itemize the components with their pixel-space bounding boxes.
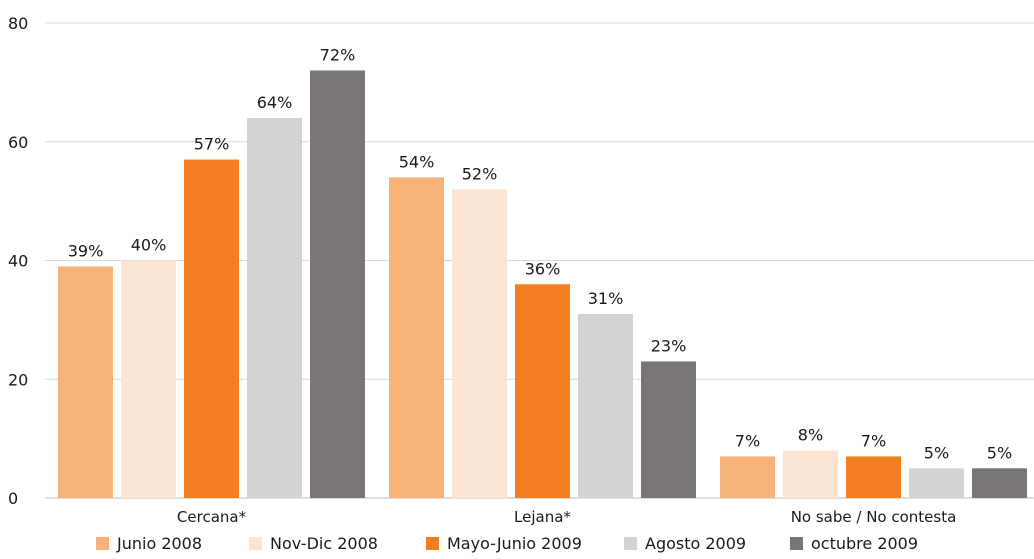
bar-1-3 [184, 159, 239, 498]
bar-2-3 [515, 284, 570, 498]
bar-value-label: 40% [131, 236, 167, 255]
legend-swatch-4 [624, 537, 637, 550]
bar-value-label: 7% [861, 431, 886, 450]
bar-value-label: 39% [68, 241, 104, 260]
legend-label-5: octubre 2009 [811, 534, 918, 553]
bar-3-3 [846, 456, 901, 498]
bar-1-1 [58, 266, 113, 498]
legend-label-1: Junio 2008 [116, 534, 202, 553]
legend-label-2: Nov-Dic 2008 [270, 534, 378, 553]
legend-swatch-2 [249, 537, 262, 550]
legend-label-4: Agosto 2009 [645, 534, 746, 553]
bar-labels: 39% 40% 57% 64% 72% 54% 52% 36% 31% 23% 7% 8% 7% 5% 5% [68, 46, 1012, 463]
y-tick-label-0: 0 [8, 489, 18, 508]
bar-value-label: 72% [320, 46, 356, 65]
bar-2-4 [578, 313, 633, 498]
y-tick-label-20: 20 [8, 370, 28, 389]
bar-value-label: 31% [588, 289, 624, 308]
category-labels: Cercana* Lejana* No sabe / No contesta [177, 508, 956, 526]
legend: Junio 2008 Nov-Dic 2008 Mayo-Junio 2009 Ago… [96, 534, 918, 553]
bar-value-label: 8% [798, 426, 823, 445]
bar-3-1 [720, 456, 775, 498]
bar-value-label: 57% [194, 135, 230, 154]
bar-1-4 [247, 118, 302, 498]
category-label-1: Cercana* [177, 508, 247, 526]
category-label-2: Lejana* [514, 508, 571, 526]
bar-value-label: 5% [987, 443, 1012, 462]
bars [58, 70, 1027, 498]
bar-3-4 [909, 468, 964, 498]
y-axis-ticks: 0 20 40 60 80 [8, 14, 28, 508]
bar-value-label: 54% [399, 152, 435, 171]
bar-3-2 [783, 450, 838, 498]
y-tick-label-40: 40 [8, 252, 28, 271]
bar-1-5 [310, 70, 365, 498]
bar-2-1 [389, 177, 444, 498]
legend-swatch-3 [426, 537, 439, 550]
bar-3-5 [972, 468, 1027, 498]
legend-swatch-1 [96, 537, 109, 550]
legend-swatch-5 [790, 537, 803, 550]
category-label-3: No sabe / No contesta [791, 508, 957, 526]
bar-value-label: 36% [525, 259, 561, 278]
bar-2-5 [641, 361, 696, 498]
bar-value-label: 64% [257, 93, 293, 112]
bar-value-label: 52% [462, 164, 498, 183]
bar-1-2 [121, 260, 176, 498]
bar-value-label: 5% [924, 443, 949, 462]
y-tick-label-60: 60 [8, 133, 28, 152]
bar-value-label: 23% [651, 336, 687, 355]
legend-label-3: Mayo-Junio 2009 [447, 534, 582, 553]
bar-2-2 [452, 189, 507, 498]
bar-value-label: 7% [735, 431, 760, 450]
y-tick-label-80: 80 [8, 14, 28, 33]
